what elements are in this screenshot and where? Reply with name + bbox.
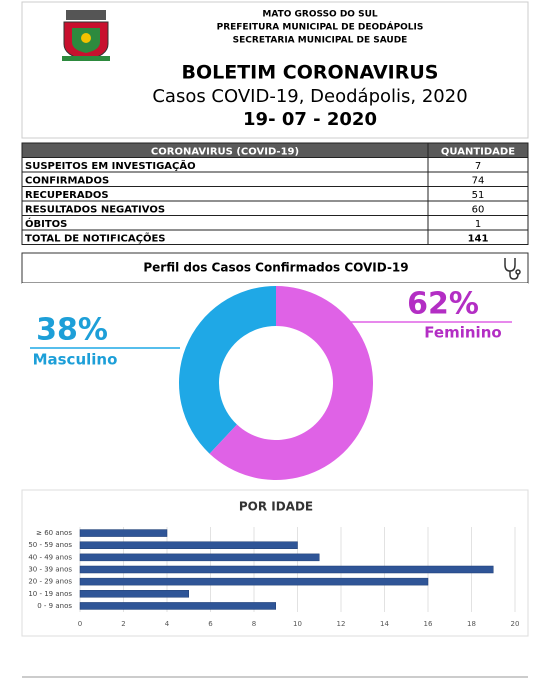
value-label: 38% [36, 313, 108, 348]
bar [79, 541, 298, 549]
title: BOLETIM CORONAVIRUS [182, 62, 439, 84]
x-tick-label: 6 [208, 620, 213, 628]
table-cell: 7 [475, 161, 481, 172]
x-tick-label: 0 [78, 620, 82, 628]
bar-chart: 0 2 4 6 8 10 12 14 16 18 20 ≥ 60 anos 50 - 59 anos 40… [28, 527, 519, 628]
header-line: SECRETARIA MUNICIPAL DE SAUDE [233, 36, 408, 46]
table-cell: SUSPEITOS EM INVESTIGAÇÃO [25, 159, 196, 172]
coat-of-arms [62, 10, 110, 61]
bar-chart-title: POR IDADE [239, 500, 313, 514]
x-tick-label: 12 [337, 620, 346, 628]
bar [79, 577, 429, 586]
table-row [21, 215, 529, 231]
x-tick-label: 18 [467, 620, 476, 628]
donut-slice [209, 286, 373, 481]
header-line: MATO GROSSO DO SUL [262, 10, 378, 20]
bar [79, 529, 168, 537]
table-header-cell: QUANTIDADE [441, 146, 515, 157]
date: 19- 07 - 2020 [243, 109, 377, 130]
table-header-cell: CORONAVIRUS (COVID-19) [151, 146, 299, 157]
table-cell: RECUPERADOS [25, 190, 109, 201]
bar [79, 590, 189, 598]
donut-title: Perfil dos Casos Confirmados COVID-19 [143, 261, 408, 275]
table-cell: 1 [475, 219, 481, 230]
x-tick-label: 16 [424, 620, 433, 628]
y-tick-label: 0 - 9 anos [37, 602, 72, 610]
table-cell: 60 [472, 204, 485, 215]
bar [79, 565, 494, 574]
y-tick-label: 10 - 19 anos [28, 590, 72, 598]
y-tick-label: ≥ 60 anos [36, 529, 72, 537]
x-tick-label: 14 [380, 620, 389, 628]
y-tick-label: 20 - 29 anos [28, 578, 72, 586]
table-cell: 74 [472, 175, 485, 186]
legend-label: Masculino [33, 351, 118, 369]
value-label: 62% [407, 287, 479, 322]
table-cell: 141 [468, 233, 489, 244]
bar [79, 553, 320, 562]
x-tick-label: 20 [511, 620, 520, 628]
bar-chart-box [21, 489, 529, 637]
donut-title-box [21, 252, 529, 284]
x-tick-label: 4 [165, 620, 170, 628]
table-cell: ÓBITOS [25, 217, 67, 230]
x-tick-label: 2 [121, 620, 125, 628]
legend-label: Feminino [424, 324, 501, 342]
table-cell: CONFIRMADOS [25, 175, 109, 186]
x-tick-label: 10 [293, 620, 302, 628]
y-tick-label: 50 - 59 anos [28, 541, 72, 549]
subtitle: Casos COVID-19, Deodápolis, 2020 [152, 86, 467, 107]
donut-chart: 38% Masculino 62% Feminino [30, 286, 512, 481]
table-cell: 51 [472, 190, 485, 201]
table: CORONAVIRUS (COVID-19) QUANTIDADE SUSPEITO… [21, 142, 529, 245]
y-tick-label: 40 - 49 anos [28, 553, 72, 561]
y-tick-label: 30 - 39 anos [28, 566, 72, 574]
table-cell: RESULTADOS NEGATIVOS [25, 204, 165, 215]
header-line: PREFEITURA MUNICIPAL DE DEODÁPOLIS [217, 21, 424, 33]
table-cell: TOTAL DE NOTIFICAÇÕES [25, 231, 166, 244]
bar [79, 602, 276, 610]
donut-slice [179, 286, 276, 454]
table-row [21, 229, 529, 245]
stethoscope-icon [504, 258, 521, 280]
x-tick-label: 8 [252, 620, 256, 628]
